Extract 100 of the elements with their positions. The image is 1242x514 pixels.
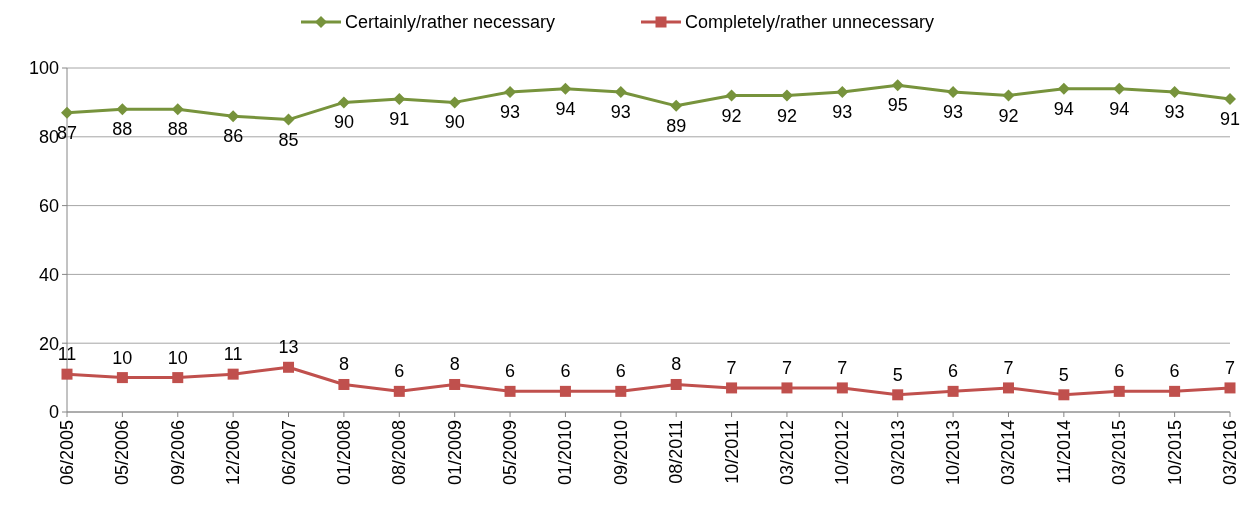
y-tick-label: 80 (38, 127, 59, 148)
x-tick-label: 05/2006 (112, 420, 133, 486)
data-label: 6 (1169, 361, 1180, 382)
point (172, 372, 184, 384)
point (1057, 82, 1070, 95)
x-tick-label: 01/2010 (555, 420, 576, 486)
x-tick-label: 08/2008 (389, 420, 410, 486)
data-label: 5 (1058, 364, 1069, 385)
point (781, 382, 793, 394)
data-label: 93 (610, 102, 631, 123)
point (337, 96, 350, 109)
data-label: 13 (278, 337, 299, 358)
point (61, 106, 73, 119)
x-tick-label: 01/2008 (333, 420, 354, 486)
data-label: 6 (394, 361, 405, 382)
data-label: 8 (449, 354, 460, 375)
point (891, 79, 904, 92)
data-label: 8 (338, 354, 349, 375)
data-label: 92 (721, 105, 742, 126)
data-label: 6 (615, 361, 626, 382)
data-label: 90 (333, 112, 354, 133)
y-tick-label: 0 (48, 402, 59, 423)
data-label: 7 (1003, 357, 1014, 378)
data-label: 6 (948, 361, 959, 382)
legend-label: Certainly/rather necessary (345, 12, 556, 33)
data-label: 89 (666, 115, 687, 136)
point (836, 382, 848, 394)
x-tick-label: 03/2013 (887, 420, 908, 486)
point (61, 368, 73, 380)
point (1113, 82, 1126, 95)
data-label: 8 (671, 354, 682, 375)
point (116, 103, 129, 116)
y-tick-label: 60 (38, 195, 59, 216)
data-label: 88 (167, 119, 188, 140)
point (171, 103, 184, 116)
point (283, 361, 295, 373)
point (1224, 382, 1236, 394)
data-label: 7 (1224, 357, 1236, 378)
point (836, 86, 849, 99)
x-tick-label: 06/2005 (57, 420, 77, 486)
point (504, 385, 516, 397)
point (393, 385, 405, 397)
x-tick-label: 03/2015 (1109, 420, 1130, 486)
point (393, 92, 406, 105)
point (726, 382, 738, 394)
x-tick-label: 06/2007 (278, 420, 299, 486)
data-label: 7 (837, 357, 848, 378)
data-label: 94 (555, 98, 576, 119)
x-tick-label: 09/2010 (610, 420, 631, 486)
data-label: 11 (223, 344, 243, 365)
data-label: 92 (776, 105, 797, 126)
x-tick-label: 03/2016 (1220, 420, 1240, 486)
data-label: 85 (278, 129, 299, 150)
point (448, 96, 461, 109)
data-label: 7 (781, 357, 792, 378)
point (559, 82, 572, 95)
point (615, 385, 627, 397)
point (227, 368, 239, 380)
x-tick-label: 08/2011 (666, 420, 687, 484)
data-label: 94 (1109, 98, 1130, 119)
data-label: 93 (832, 102, 853, 123)
x-tick-label: 10/2013 (943, 420, 964, 486)
data-label: 6 (560, 361, 571, 382)
y-tick-label: 100 (28, 58, 59, 79)
x-tick-label: 11/2014 (1053, 420, 1074, 484)
point (1002, 89, 1015, 102)
point (1169, 385, 1181, 397)
legend-label: Completely/rather unnecessary (685, 12, 935, 33)
point (1002, 382, 1014, 394)
x-tick-label: 10/2012 (832, 420, 853, 486)
point (892, 389, 904, 401)
data-label: 88 (112, 119, 133, 140)
point (670, 99, 683, 112)
data-label: 93 (500, 102, 521, 123)
y-tick-label: 20 (38, 333, 59, 354)
data-label: 93 (1164, 102, 1185, 123)
data-label: 7 (726, 357, 737, 378)
x-tick-label: 05/2009 (500, 420, 521, 486)
point (449, 378, 461, 390)
data-label: 6 (505, 361, 516, 382)
point (947, 385, 959, 397)
point (559, 385, 571, 397)
x-tick-label: 12/2006 (223, 420, 244, 486)
point (282, 113, 295, 126)
data-label: 92 (998, 105, 1019, 126)
data-label: 94 (1053, 98, 1074, 119)
x-tick-label: 09/2006 (167, 420, 188, 486)
data-label: 5 (892, 364, 903, 385)
x-tick-label: 03/2014 (998, 420, 1019, 486)
data-label: 86 (223, 126, 244, 147)
data-label: 91 (389, 108, 410, 129)
data-label: 90 (444, 112, 465, 133)
y-tick-label: 40 (38, 264, 59, 285)
point (1058, 389, 1070, 401)
x-tick-label: 03/2012 (776, 420, 797, 486)
data-label: 93 (943, 102, 964, 123)
point (338, 378, 350, 390)
data-label: 6 (1114, 361, 1125, 382)
point (1168, 86, 1181, 99)
x-tick-label: 10/2015 (1164, 420, 1185, 486)
